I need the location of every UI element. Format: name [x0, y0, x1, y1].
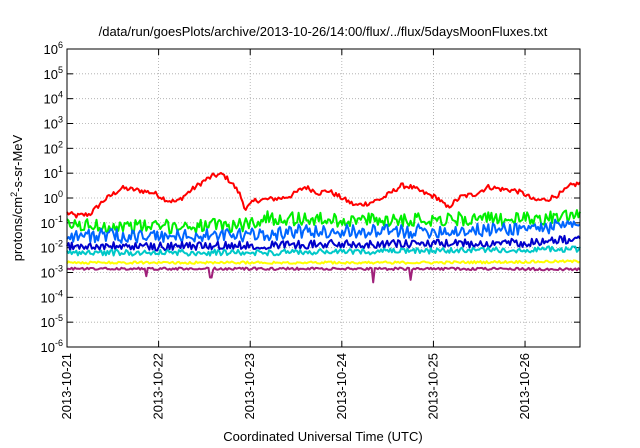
plot-frame [66, 48, 581, 348]
y-tick-labels: 10-6 10-5 10-4 10-3 10-2 10-1 100 101 102 103 104 1… [41, 40, 63, 355]
series-line [66, 218, 581, 244]
x-tick-label: 2013-10-24 [334, 353, 349, 420]
y-tick-label: 10-2 [41, 239, 63, 256]
series-line [66, 171, 581, 219]
y-axis-label: protons/cm2-s-sr-MeV [9, 134, 25, 261]
y-tick-label: 103 [44, 115, 63, 132]
grid [67, 49, 580, 347]
y-tick-label: 102 [44, 139, 63, 156]
y-tick-label: 10-3 [41, 264, 63, 281]
y-tick-label: 10-4 [41, 288, 63, 305]
series-lines [66, 171, 581, 284]
y-tick-label: 10-1 [41, 214, 63, 231]
y-tick-label: 106 [44, 40, 63, 57]
x-tick-label: 2013-10-22 [151, 353, 166, 420]
x-tick-labels: 2013-10-21 2013-10-22 2013-10-23 2013-10-24… [59, 353, 532, 420]
axis-ticks [66, 48, 580, 348]
x-tick-label: 2013-10-26 [517, 353, 532, 420]
series-line [66, 209, 581, 235]
y-tick-label: 10-5 [41, 313, 63, 330]
x-axis-label: Coordinated Universal Time (UTC) [223, 429, 422, 444]
y-tick-label: 104 [44, 90, 63, 107]
y-tick-label: 10-6 [41, 338, 63, 355]
x-tick-label: 2013-10-21 [59, 353, 74, 420]
series-line [66, 245, 581, 257]
y-tick-label: 105 [44, 65, 63, 82]
y-tick-label: 100 [44, 189, 63, 206]
chart-title: /data/run/goesPlots/archive/2013-10-26/1… [99, 24, 548, 39]
series-line [66, 234, 581, 252]
x-tick-label: 2013-10-23 [242, 353, 257, 420]
y-tick-label: 101 [44, 164, 63, 181]
series-line [66, 266, 581, 284]
series-line [66, 259, 581, 265]
x-tick-label: 2013-10-25 [425, 353, 440, 420]
